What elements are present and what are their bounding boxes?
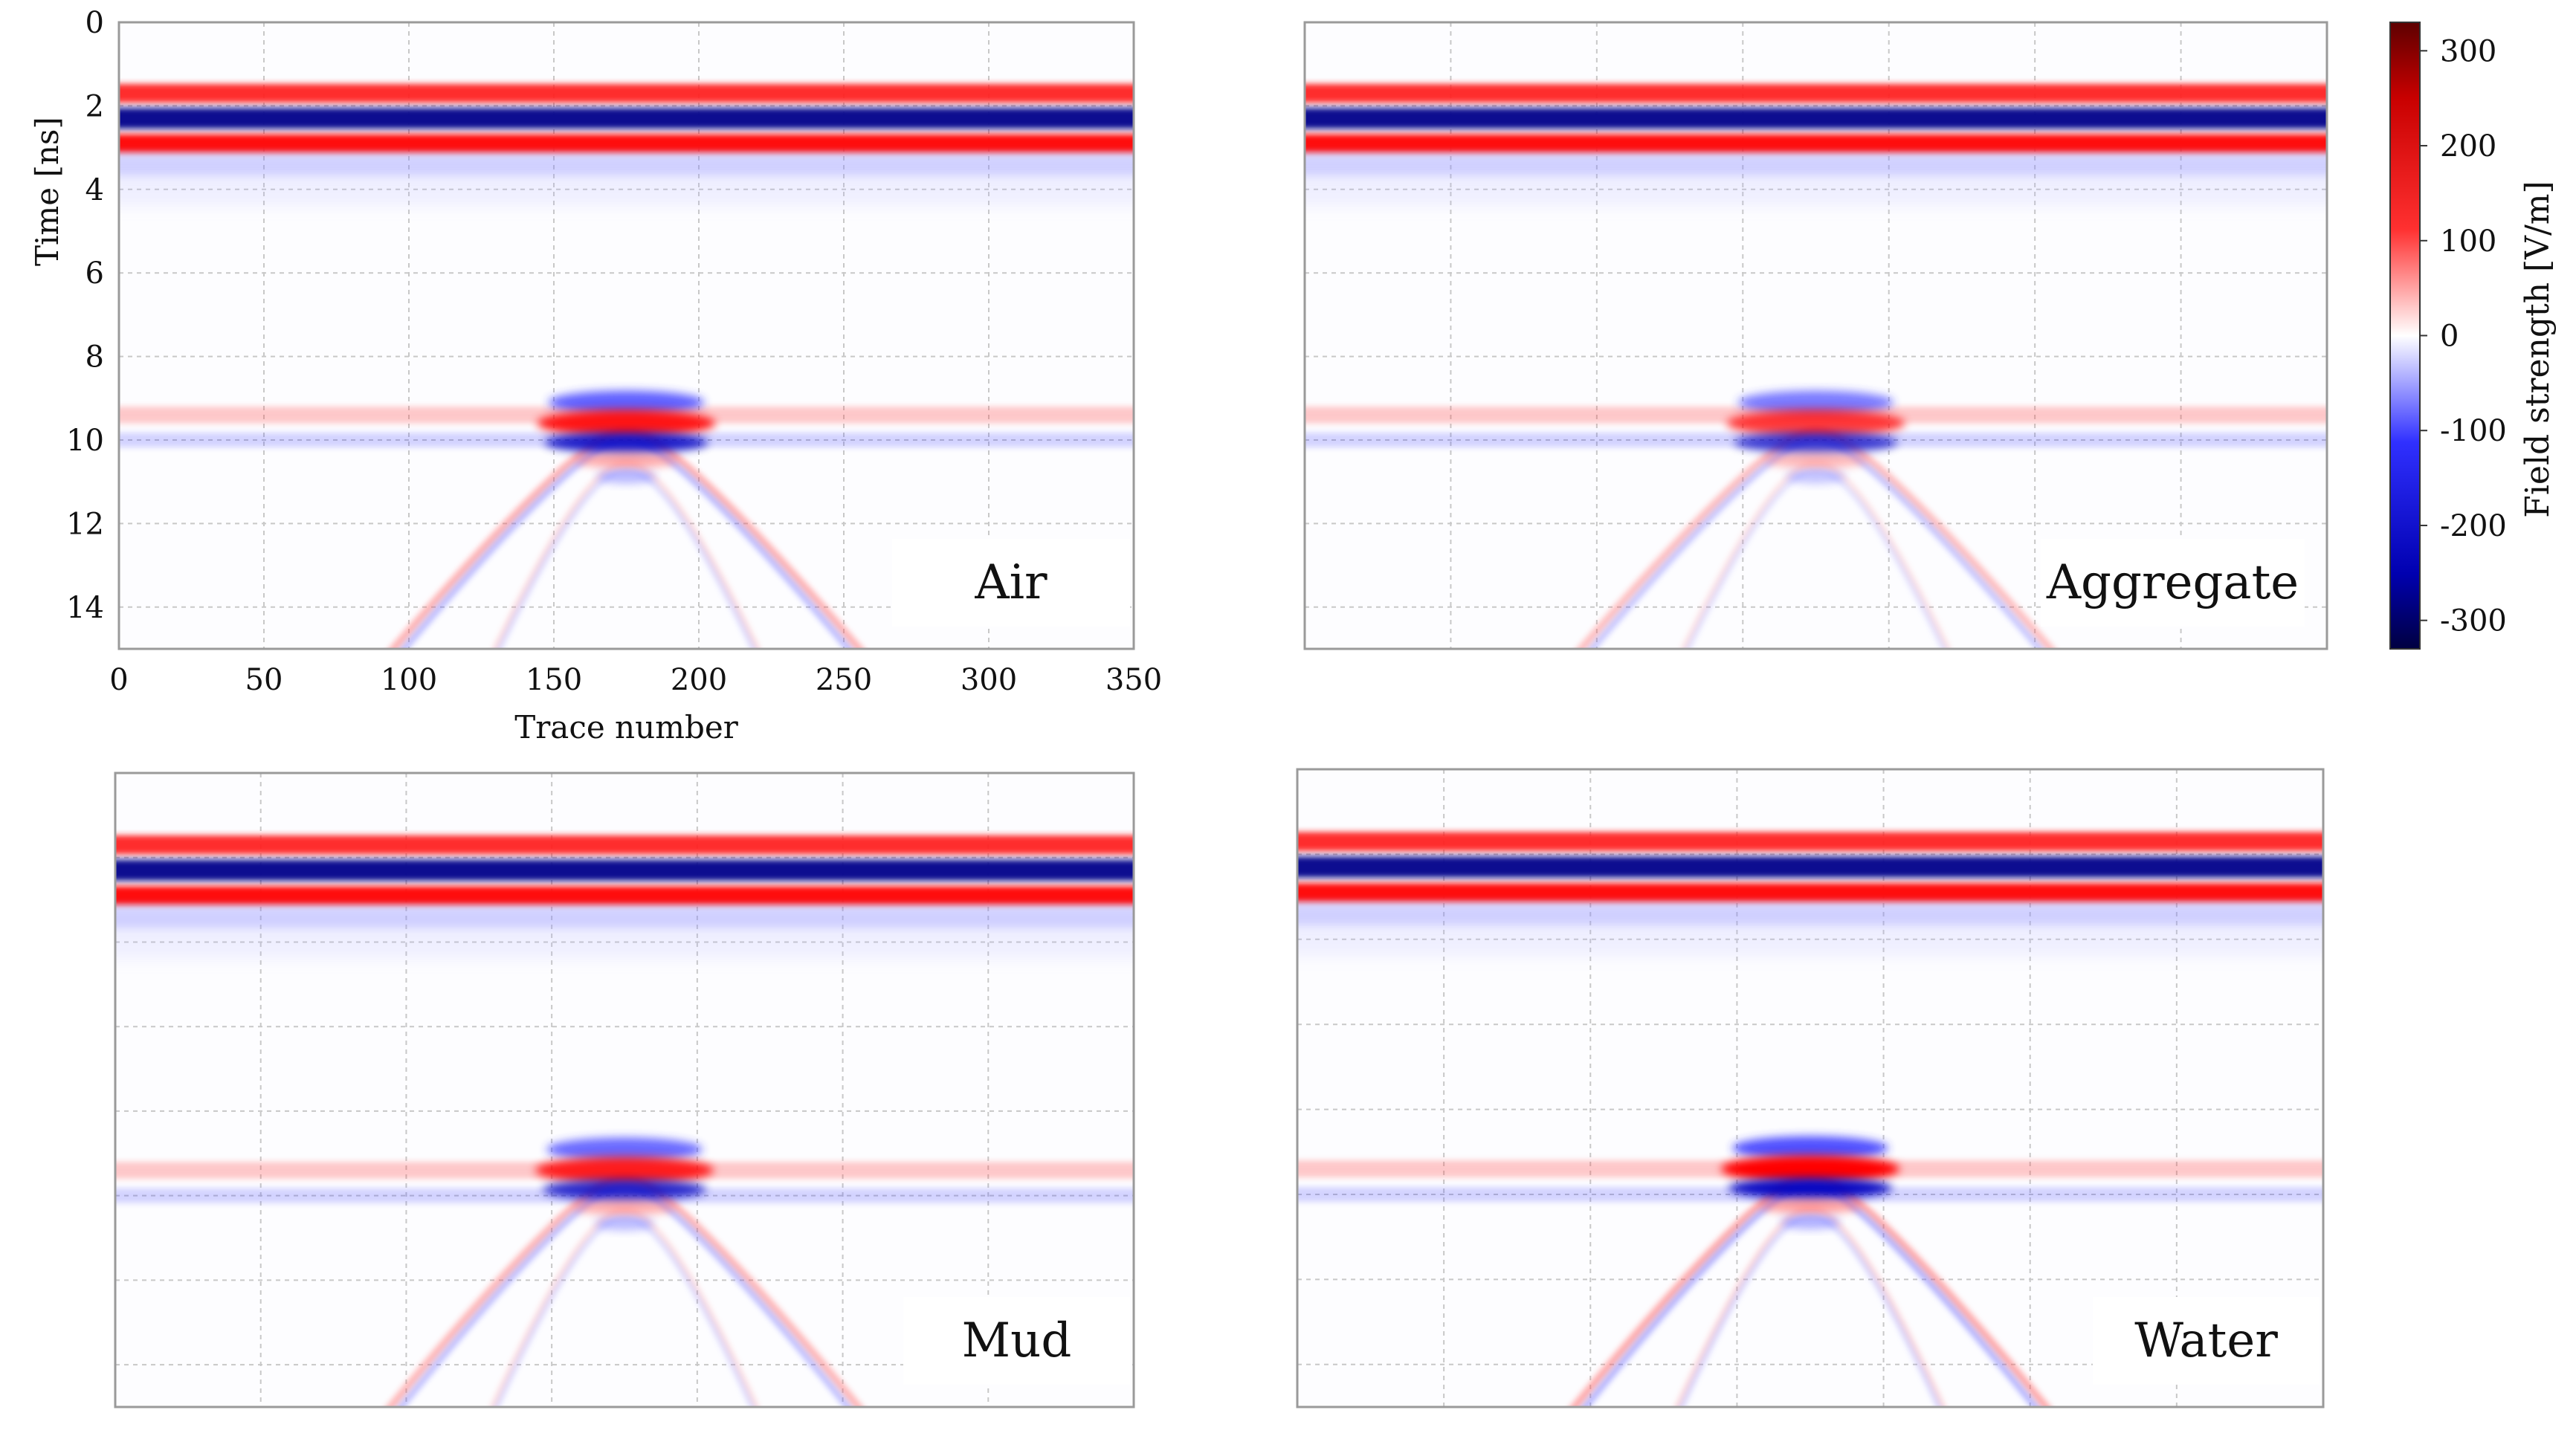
radargram xyxy=(1297,832,2323,1407)
apex-red-low xyxy=(1758,1198,1862,1214)
colorbar-tick-label: -200 xyxy=(2440,509,2507,543)
direct-wave-blue-tail xyxy=(1305,172,2327,207)
direct-wave-red-bottom xyxy=(1305,134,2327,153)
radargram xyxy=(119,83,1134,649)
panel-label-box xyxy=(2041,539,2305,627)
panel-label: Mud xyxy=(962,1313,1072,1368)
colorbar-tick-label: 100 xyxy=(2440,224,2496,259)
x-tick-label: 250 xyxy=(816,663,872,697)
apex-red xyxy=(537,410,716,437)
apex-red-low xyxy=(1763,453,1868,468)
direct-wave-blue-tail xyxy=(115,925,1134,960)
apex-red xyxy=(535,1157,714,1184)
apex-blue xyxy=(1734,432,1898,453)
y-tick-label: 10 xyxy=(66,424,104,458)
apex-blue-low xyxy=(595,1217,654,1231)
apex-red xyxy=(1721,1155,1899,1183)
x-tick-label: 0 xyxy=(109,663,128,697)
chart-panel-mud: Mud xyxy=(114,772,1135,1408)
grid xyxy=(119,22,1134,649)
colorbar-tick-label: 0 xyxy=(2440,320,2459,354)
direct-wave-blue-tail xyxy=(1297,922,2323,957)
panel-label: Aggregate xyxy=(2046,555,2299,610)
panel-frame xyxy=(117,21,1135,650)
direct-wave-blue-faint xyxy=(1297,902,2323,926)
panel-label: Water xyxy=(2134,1313,2278,1368)
colorbar-tick-label: 200 xyxy=(2440,129,2496,164)
panel-label-box xyxy=(903,1297,1130,1385)
apex-red xyxy=(1726,410,1905,437)
direct-wave-blue-faint xyxy=(1305,152,2327,176)
apex-blue-low xyxy=(1786,470,1846,484)
radargram xyxy=(115,835,1134,1407)
apex-blue-low xyxy=(1781,1215,1840,1229)
x-tick-label: 50 xyxy=(245,663,283,697)
direct-wave-red-bottom xyxy=(119,134,1134,153)
apex-blue-top xyxy=(546,1137,703,1162)
colorbar: 300 200 100 0 -100 -200 -300 Field strength [V… xyxy=(2389,22,2557,650)
direct-wave-blue-tail xyxy=(119,172,1134,207)
apex-blue xyxy=(1728,1177,1892,1199)
direct-wave-red-top xyxy=(1297,832,2323,852)
x-tick-label: 300 xyxy=(961,663,1017,697)
colorbar-scale xyxy=(2389,22,2421,650)
direct-wave-red-bottom xyxy=(115,886,1134,905)
y-tick-label: 8 xyxy=(85,340,104,375)
x-tick-label: 200 xyxy=(671,663,727,697)
colorbar-tick-label: -300 xyxy=(2440,604,2507,638)
direct-wave-red-top xyxy=(119,83,1134,103)
apex-blue-top xyxy=(1732,1136,1888,1160)
direct-wave-blue xyxy=(115,859,1134,882)
apex-blue xyxy=(544,432,708,453)
x-tick-label: 150 xyxy=(526,663,582,697)
apex-blue-top xyxy=(548,390,705,415)
apex-blue-top xyxy=(1737,390,1894,415)
direct-wave-blue xyxy=(119,108,1134,129)
y-tick-label: 2 xyxy=(85,89,104,123)
chart-panel-aggregate: Aggregate xyxy=(1303,21,2328,650)
direct-wave-red-bottom xyxy=(1297,883,2323,902)
y-tick-label: 0 xyxy=(85,6,104,40)
chart-panel-water: Water xyxy=(1296,768,2325,1408)
direct-wave-red-top xyxy=(1305,83,2327,103)
direct-wave-red-top xyxy=(115,835,1134,855)
apex-red-low xyxy=(574,453,679,468)
colorbar-tick-label: 300 xyxy=(2440,34,2496,68)
direct-wave-blue xyxy=(1297,856,2323,878)
panel-label-box xyxy=(892,539,1130,627)
y-tick-label: 4 xyxy=(85,173,104,207)
x-tick-label: 350 xyxy=(1105,663,1162,697)
colorbar-tick-label: -100 xyxy=(2440,414,2507,448)
radargram xyxy=(1305,83,2327,649)
direct-wave-blue xyxy=(1305,108,2327,129)
colorbar-label: Field strength [V/m] xyxy=(2519,181,2557,517)
direct-wave-blue-faint xyxy=(115,905,1134,928)
y-axis-label: Time [ns] xyxy=(29,117,65,266)
apex-blue xyxy=(543,1179,706,1200)
chart-panel-air: Air 0 50 100 150 200 250 300 350 0 2 4 6 8 10 12 14 Trace… xyxy=(29,6,1162,745)
panel-label: Air xyxy=(974,555,1047,610)
x-tick-label: 100 xyxy=(381,663,437,697)
apex-red-low xyxy=(572,1200,677,1215)
direct-wave-blue-faint xyxy=(119,152,1134,176)
y-tick-label: 12 xyxy=(66,507,104,541)
apex-blue-low xyxy=(596,470,656,484)
panel-frame xyxy=(1296,768,2325,1408)
panel-frame xyxy=(114,772,1135,1408)
y-tick-label: 14 xyxy=(66,591,104,625)
panel-frame xyxy=(1303,21,2328,650)
x-axis-label: Trace number xyxy=(514,709,739,745)
y-tick-label: 6 xyxy=(85,256,104,291)
panel-label-box xyxy=(2093,1297,2320,1385)
